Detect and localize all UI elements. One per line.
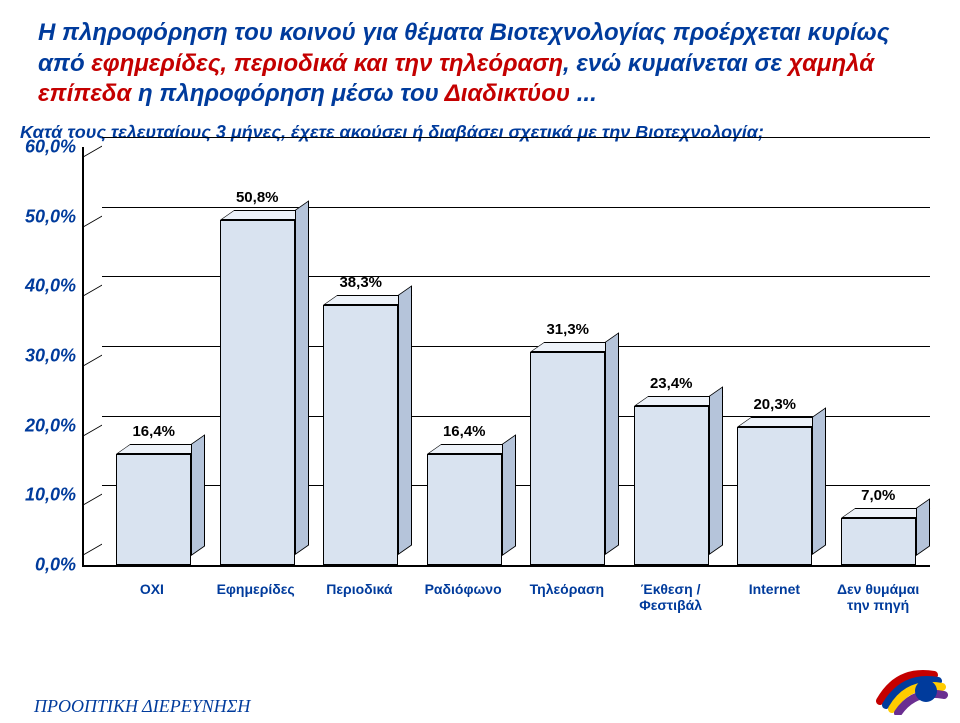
bar-side-face [502,434,516,555]
bar-slot: 16,4% [413,157,517,565]
bar-value-label: 16,4% [443,423,486,440]
y-axis-tick-label: 10,0% [25,485,84,506]
title-segment: , ενώ κυμαίνεται σε [563,50,789,77]
bar-front-face [323,305,398,565]
bar-front-face [220,220,295,565]
bar: 50,8% [220,220,295,565]
page-title: Η πληροφόρηση του κοινού για θέματα Βιοτ… [38,18,932,110]
bar: 7,0% [841,518,916,566]
bar-front-face [737,427,812,565]
x-axis-tick-label: Δεν θυμάμαι την πηγή [826,577,930,613]
bar-side-face [295,200,309,555]
y-axis-tick-label: 0,0% [35,555,84,576]
title-segment: Διαδικτύου [445,80,570,107]
bar: 16,4% [116,454,191,566]
bar-value-label: 38,3% [339,274,382,291]
chart-x-axis-labels: ΟΧΙΕφημερίδεςΠεριοδικάΡαδιόφωνοΤηλεόραση… [100,577,930,613]
bar-slot: 7,0% [827,157,931,565]
gridline-3d-stub [84,346,102,366]
title-segment: ... [570,80,597,107]
bar-slot: 31,3% [516,157,620,565]
x-axis-tick-label: Internet [723,577,827,613]
bar-chart: 0,0%10,0%20,0%30,0%40,0%50,0%60,0% 16,4%… [20,147,940,617]
y-axis-tick-label: 50,0% [25,206,84,227]
bar-front-face [634,406,709,565]
bar: 23,4% [634,406,709,565]
bar-front-face [530,352,605,565]
bar-value-label: 31,3% [546,321,589,338]
bar: 38,3% [323,305,398,565]
title-segment: εφημερίδες, περιοδικά και την τηλεόραση [91,50,563,77]
bar-side-face [191,434,205,555]
bar-value-label: 7,0% [861,487,895,504]
chart-subtitle: Κατά τους τελευταίους 3 μήνες, έχετε ακο… [0,114,960,147]
gridline-3d-stub [84,276,102,296]
bar-slot: 50,8% [206,157,310,565]
bar-front-face [116,454,191,566]
x-axis-tick-label: Περιοδικά [308,577,412,613]
bar-slot: 38,3% [309,157,413,565]
y-axis-tick-label: 60,0% [25,137,84,158]
x-axis-tick-label: Ραδιόφωνο [411,577,515,613]
x-axis-tick-label: ΟΧΙ [100,577,204,613]
x-axis-tick-label: Έκθεση / Φεστιβάλ [619,577,723,613]
bar-value-label: 50,8% [236,189,279,206]
bar: 31,3% [530,352,605,565]
chart-bars: 16,4% 50,8% 38,3% 16,4% 31,3% 23,4% 20,3% 7,0% [102,157,930,565]
bar-value-label: 23,4% [650,375,693,392]
x-axis-tick-label: Τηλεόραση [515,577,619,613]
bar-side-face [916,498,930,555]
bar-side-face [812,407,826,555]
bar-slot: 20,3% [723,157,827,565]
bar-slot: 23,4% [620,157,724,565]
bar-side-face [398,285,412,555]
gridline-flat [102,137,930,138]
y-axis-tick-label: 20,0% [25,415,84,436]
gridline-3d-stub [84,206,102,226]
brand-logo [874,661,948,715]
title-segment: η πληροφόρηση μέσω του [138,80,445,107]
bar: 16,4% [427,454,502,566]
x-axis-tick-label: Εφημερίδες [204,577,308,613]
footer-text: ΠΡΟΟΠΤΙΚΗ ΔΙΕΡΕΥΝΗΣΗ [34,696,250,717]
bar-value-label: 20,3% [753,396,796,413]
gridline-3d-stub [84,485,102,505]
bar-side-face [605,333,619,556]
bar-value-label: 16,4% [132,423,175,440]
gridline-3d-stub [84,415,102,435]
bar-front-face [427,454,502,566]
bar: 20,3% [737,427,812,565]
y-axis-tick-label: 30,0% [25,346,84,367]
bar-front-face [841,518,916,566]
title-block: Η πληροφόρηση του κοινού για θέματα Βιοτ… [0,0,960,114]
bar-side-face [709,386,723,555]
chart-plot-area: 0,0%10,0%20,0%30,0%40,0%50,0%60,0% 16,4%… [82,147,930,567]
bar-slot: 16,4% [102,157,206,565]
y-axis-tick-label: 40,0% [25,276,84,297]
